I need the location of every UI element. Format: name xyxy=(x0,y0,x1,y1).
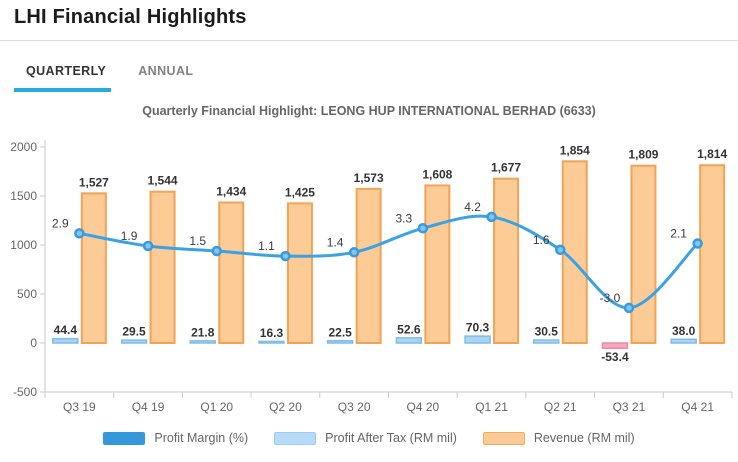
legend-label: Profit After Tax (RM mil) xyxy=(325,431,457,445)
legend-swatch-revenue xyxy=(482,431,525,445)
margin-point[interactable] xyxy=(142,240,154,252)
revenue-value-label: 1,434 xyxy=(216,184,246,198)
chart-title: Quarterly Financial Highlight: LEONG HUP… xyxy=(142,104,596,118)
tab-quarterly[interactable]: QUARTERLY xyxy=(26,64,107,78)
chart-legend: Profit Margin (%) Profit After Tax (RM m… xyxy=(0,431,738,445)
pat-bar[interactable] xyxy=(464,335,491,344)
y-axis-label: 1500 xyxy=(10,189,37,203)
revenue-value-label: 1,573 xyxy=(354,171,384,185)
pat-value-label: 38.0 xyxy=(672,324,696,338)
y-axis-label: 1000 xyxy=(10,238,37,252)
margin-point[interactable] xyxy=(417,223,429,234)
margin-point[interactable] xyxy=(623,302,635,314)
pat-value-label: -53.4 xyxy=(601,350,629,364)
legend-item-profit-after-tax[interactable]: Profit After Tax (RM mil) xyxy=(274,431,457,445)
revenue-value-label: 1,544 xyxy=(148,174,178,188)
margin-point[interactable] xyxy=(555,244,566,256)
revenue-value-label: 1,527 xyxy=(79,175,109,189)
revenue-bar[interactable] xyxy=(355,187,382,344)
page-title: LHI Financial Highlights xyxy=(14,6,247,28)
x-axis-label: Q2 20 xyxy=(269,400,302,414)
y-axis-label: 500 xyxy=(17,287,37,301)
margin-point[interactable] xyxy=(692,238,703,249)
pat-bar[interactable] xyxy=(189,340,216,344)
margin-point[interactable] xyxy=(486,211,497,223)
legend-label: Revenue (RM mil) xyxy=(533,431,635,445)
header-divider xyxy=(0,40,738,41)
margin-value-label: 1.6 xyxy=(533,233,550,247)
revenue-bar[interactable] xyxy=(80,192,107,344)
revenue-bar[interactable] xyxy=(493,177,520,344)
pat-bar[interactable] xyxy=(258,340,285,344)
pat-bar[interactable] xyxy=(326,340,354,344)
margin-value-label: 2.9 xyxy=(52,216,69,230)
revenue-bar[interactable] xyxy=(561,160,588,344)
legend-swatch-profit-margin xyxy=(103,431,146,445)
tab-bar: QUARTERLY ANNUAL xyxy=(26,64,193,78)
x-axis-label: Q3 21 xyxy=(613,400,646,414)
revenue-value-label: 1,425 xyxy=(285,185,315,199)
tab-annual[interactable]: ANNUAL xyxy=(138,64,194,78)
pat-value-label: 29.5 xyxy=(122,325,146,339)
revenue-value-label: 1,854 xyxy=(560,143,590,157)
x-axis-label: Q3 20 xyxy=(338,400,371,414)
x-axis-label: Q4 19 xyxy=(132,400,165,414)
revenue-bar[interactable] xyxy=(286,202,313,344)
y-axis-label: 0 xyxy=(30,336,37,350)
margin-value-label: 2.1 xyxy=(670,226,687,240)
revenue-value-label: 1,677 xyxy=(491,161,521,175)
pat-bar[interactable] xyxy=(120,339,148,344)
margin-value-label: 1.9 xyxy=(121,229,138,243)
pat-bar[interactable] xyxy=(533,339,560,344)
legend-item-profit-margin[interactable]: Profit Margin (%) xyxy=(103,431,248,445)
margin-value-label: 1.5 xyxy=(189,234,206,248)
y-axis-label: -500 xyxy=(13,385,37,399)
x-axis-label: Q4 21 xyxy=(681,400,714,414)
pat-value-label: 44.4 xyxy=(54,323,78,337)
x-axis-label: Q1 21 xyxy=(475,400,508,414)
active-tab-underline xyxy=(14,88,111,92)
pat-value-label: 70.3 xyxy=(466,321,490,335)
x-axis-label: Q1 20 xyxy=(200,400,233,414)
legend-label: Profit Margin (%) xyxy=(154,431,249,445)
revenue-value-label: 1,809 xyxy=(628,148,658,162)
pat-bar[interactable] xyxy=(670,338,697,344)
margin-point[interactable] xyxy=(211,245,222,257)
margin-value-label: 4.2 xyxy=(464,200,481,214)
pat-bar[interactable] xyxy=(395,337,423,344)
pat-value-label: 16.3 xyxy=(260,326,284,340)
revenue-value-label: 1,608 xyxy=(422,167,452,181)
pat-value-label: 22.5 xyxy=(328,325,352,339)
legend-swatch-profit-after-tax xyxy=(274,431,317,445)
revenue-bar[interactable] xyxy=(218,201,245,344)
legend-item-revenue[interactable]: Revenue (RM mil) xyxy=(482,431,635,445)
x-axis-label: Q2 21 xyxy=(544,400,577,414)
pat-value-label: 21.8 xyxy=(191,325,215,339)
revenue-bar[interactable] xyxy=(699,164,726,344)
revenue-bar[interactable] xyxy=(424,184,451,344)
pat-value-label: 30.5 xyxy=(535,325,559,339)
quarterly-financial-chart[interactable]: 2000 1500 1000 500 0 -500 Q3 19 Q4 19 Q1 20 Q2 20… xyxy=(0,130,738,424)
margin-value-label: 3.3 xyxy=(396,211,413,225)
margin-value-label: 1.1 xyxy=(258,239,275,253)
margin-point[interactable] xyxy=(348,247,360,258)
margin-value-label: -3.0 xyxy=(600,291,621,305)
margin-point[interactable] xyxy=(280,250,291,262)
pat-bar-negative[interactable] xyxy=(601,342,629,349)
revenue-bar[interactable] xyxy=(149,190,176,344)
margin-value-label: 1.4 xyxy=(327,235,344,249)
y-axis-label: 2000 xyxy=(10,140,37,154)
revenue-bar[interactable] xyxy=(630,164,657,344)
pat-value-label: 52.6 xyxy=(397,322,421,336)
margin-point[interactable] xyxy=(74,228,85,239)
x-axis-label: Q3 19 xyxy=(63,400,96,414)
margin-line xyxy=(77,214,700,310)
x-axis-label: Q4 20 xyxy=(406,400,439,414)
revenue-value-label: 1,814 xyxy=(697,147,727,161)
pat-bar[interactable] xyxy=(52,337,79,344)
